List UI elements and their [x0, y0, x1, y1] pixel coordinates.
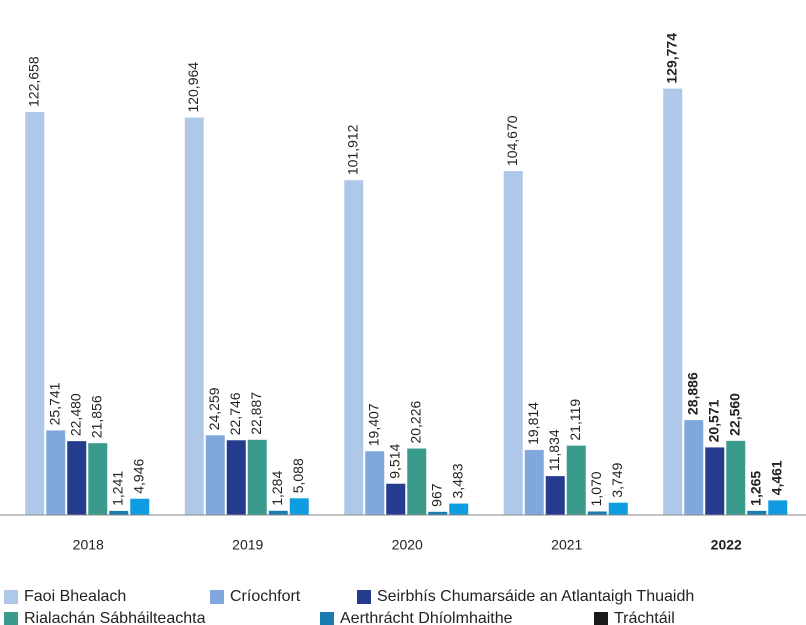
- bar: [608, 502, 628, 515]
- bar: [407, 448, 427, 515]
- bar: [768, 500, 788, 515]
- bar: [663, 88, 683, 515]
- bar: [449, 503, 469, 515]
- bar: [747, 510, 767, 515]
- bar: [428, 511, 448, 515]
- value-label: 1,265: [747, 471, 763, 506]
- value-label: 9,514: [386, 443, 402, 478]
- bar: [587, 511, 607, 515]
- legend-swatch: [357, 590, 371, 604]
- bar: [365, 451, 385, 515]
- x-tick-label: 2019: [232, 537, 263, 553]
- x-tick-label: 2021: [551, 537, 582, 553]
- value-label: 3,483: [449, 463, 465, 498]
- bar: [226, 440, 246, 515]
- bar: [344, 180, 364, 515]
- value-label: 3,749: [609, 462, 625, 497]
- legend-swatch: [320, 612, 334, 625]
- value-label: 967: [428, 483, 444, 507]
- legend-label: Rialachán Sábháilteachta: [24, 610, 206, 625]
- value-label: 19,407: [365, 403, 381, 446]
- bar: [705, 447, 725, 515]
- bar: [268, 510, 288, 515]
- value-label: 5,088: [290, 458, 306, 493]
- value-label: 104,670: [504, 115, 520, 166]
- bar: [503, 171, 523, 515]
- x-tick-label: 2020: [392, 537, 423, 553]
- bar: [566, 445, 586, 515]
- value-label: 101,912: [344, 124, 360, 175]
- bar: [46, 430, 66, 515]
- legend-label: Tráchtáil: [614, 610, 675, 625]
- bar: [25, 111, 45, 515]
- value-label: 22,746: [227, 392, 243, 435]
- value-label: 120,964: [185, 62, 201, 113]
- value-label: 4,946: [130, 459, 146, 494]
- legend-swatch: [4, 612, 18, 625]
- bar: [726, 440, 746, 515]
- x-tick-label: 2022: [711, 537, 742, 553]
- value-label: 129,774: [663, 33, 679, 84]
- value-label: 1,284: [269, 471, 285, 506]
- value-label: 28,886: [684, 372, 700, 415]
- legend-swatch: [594, 612, 608, 625]
- bar: [67, 441, 87, 515]
- legend-label: Aerthrácht Dhíolmhaithe: [340, 610, 513, 625]
- bar: [88, 443, 108, 515]
- value-label: 1,241: [109, 471, 125, 506]
- legend-swatch: [210, 590, 224, 604]
- bar: [524, 449, 544, 515]
- value-label: 24,259: [206, 387, 222, 430]
- bar: [247, 439, 267, 515]
- legend-label: Críochfort: [230, 588, 301, 605]
- value-label: 20,571: [705, 399, 721, 442]
- value-label: 19,814: [525, 402, 541, 445]
- value-label: 22,560: [726, 393, 742, 436]
- value-label: 122,658: [25, 56, 41, 107]
- legend-swatch: [4, 590, 18, 604]
- bar: [130, 498, 150, 515]
- legend-label: Seirbhís Chumarsáide an Atlantaigh Thuai…: [377, 588, 694, 605]
- bar: [289, 498, 309, 515]
- x-tick-label: 2018: [73, 537, 104, 553]
- legend-label: Faoi Bhealach: [24, 588, 126, 605]
- value-label: 1,070: [588, 471, 604, 506]
- bar: [184, 117, 204, 515]
- bar: [386, 483, 406, 515]
- value-label: 21,119: [567, 399, 583, 441]
- bar: [684, 420, 704, 515]
- value-label: 20,226: [407, 401, 423, 444]
- value-label: 22,480: [67, 393, 83, 436]
- value-label: 11,834: [546, 429, 562, 471]
- bar: [109, 510, 129, 515]
- value-label: 21,856: [88, 395, 104, 438]
- value-label: 22,887: [248, 392, 264, 435]
- bar: [205, 435, 225, 515]
- value-label: 25,741: [46, 382, 62, 425]
- value-label: 4,461: [768, 460, 784, 495]
- bar: [545, 476, 565, 515]
